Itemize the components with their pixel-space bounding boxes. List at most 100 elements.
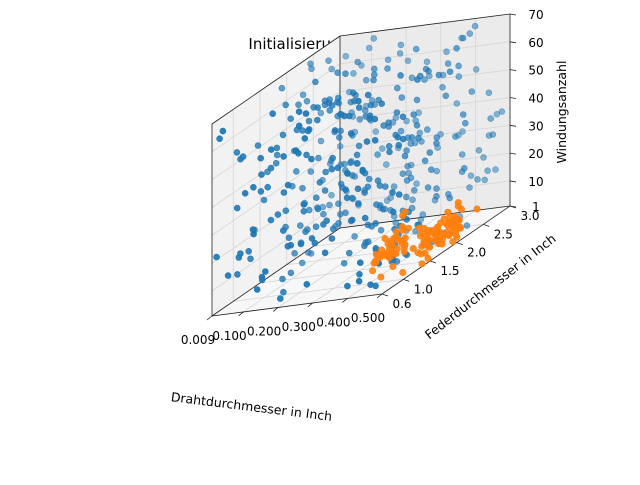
data-point: [473, 205, 481, 213]
data-point: [366, 112, 374, 119]
data-point: [353, 160, 361, 167]
data-point: [333, 98, 341, 106]
data-point: [373, 201, 380, 208]
data-point: [413, 180, 420, 187]
data-point: [307, 60, 314, 68]
data-point: [421, 76, 428, 83]
axis-edge: [339, 13, 511, 37]
data-point: [399, 268, 407, 276]
data-point: [305, 117, 313, 125]
data-point: [443, 221, 451, 229]
data-point: [370, 76, 377, 84]
data-point: [410, 187, 418, 194]
data-point: [308, 235, 316, 242]
data-point: [282, 101, 290, 109]
data-point: [418, 260, 426, 268]
data-point: [438, 240, 446, 248]
y-tick-label: 1.0: [414, 282, 433, 296]
data-point: [393, 109, 401, 116]
data-point: [334, 69, 341, 76]
data-point: [433, 167, 441, 175]
data-point: [353, 151, 361, 159]
data-point: [370, 259, 378, 267]
data-point: [312, 194, 320, 201]
x-tick-label: 0.200: [247, 324, 281, 338]
data-point: [258, 171, 265, 178]
data-point: [247, 255, 254, 263]
data-point: [487, 115, 495, 122]
data-point: [386, 148, 393, 156]
data-point: [433, 193, 440, 200]
data-point: [280, 153, 287, 160]
data-point: [448, 228, 456, 236]
data-point: [287, 115, 295, 122]
data-point: [361, 189, 368, 196]
y-tick-label: 1.5: [440, 264, 459, 278]
x-tick-mark: [272, 307, 279, 312]
series-0-points: [213, 22, 506, 302]
data-point: [297, 240, 305, 248]
data-point: [452, 217, 460, 225]
data-point: [399, 226, 407, 234]
data-point: [308, 155, 315, 163]
data-point: [424, 184, 432, 191]
z-tick-mark: [509, 41, 517, 44]
data-point: [370, 65, 378, 73]
data-point: [300, 201, 308, 208]
data-point: [421, 157, 429, 165]
data-point: [355, 97, 362, 105]
series-1-points: [369, 199, 481, 281]
data-point: [351, 233, 358, 240]
data-point: [334, 164, 342, 172]
left-pane: [212, 36, 340, 316]
data-point: [356, 116, 364, 123]
data-point: [433, 225, 441, 233]
x-tick-mark: [238, 311, 244, 317]
data-point: [397, 41, 405, 49]
axis-edge: [211, 293, 383, 317]
z-tick-label: 70: [528, 8, 543, 22]
data-point: [461, 119, 469, 127]
data-point: [237, 250, 244, 257]
data-point: [216, 135, 223, 142]
data-point: [264, 183, 272, 191]
data-point: [394, 133, 402, 141]
data-point: [399, 135, 407, 143]
data-point: [408, 134, 416, 141]
data-point: [472, 66, 480, 73]
data-point: [385, 143, 393, 150]
data-point: [296, 222, 304, 229]
data-point: [437, 232, 445, 240]
data-point: [342, 186, 349, 193]
data-point: [395, 191, 403, 198]
data-point: [398, 240, 406, 248]
data-point: [329, 225, 337, 233]
data-point: [371, 115, 379, 123]
data-point: [369, 267, 377, 275]
data-point: [404, 57, 412, 65]
data-point: [413, 122, 421, 129]
data-point: [423, 126, 431, 133]
data-point: [299, 184, 306, 192]
data-point: [389, 208, 397, 216]
data-point: [241, 190, 249, 197]
data-point: [344, 170, 351, 177]
data-point: [475, 147, 483, 154]
data-point: [278, 84, 286, 92]
y-tick-label: 3.0: [520, 209, 539, 223]
data-point: [284, 181, 292, 189]
data-point: [403, 117, 410, 125]
data-point: [354, 58, 362, 66]
data-point: [272, 159, 280, 167]
data-point: [276, 295, 284, 302]
data-point: [420, 241, 428, 249]
data-point: [381, 235, 389, 243]
data-point: [349, 89, 357, 96]
data-point: [328, 65, 336, 73]
data-point: [213, 253, 220, 261]
z-tick-label: 1: [532, 200, 540, 214]
data-point: [481, 176, 489, 184]
data-point: [322, 168, 330, 176]
data-point: [315, 154, 322, 162]
